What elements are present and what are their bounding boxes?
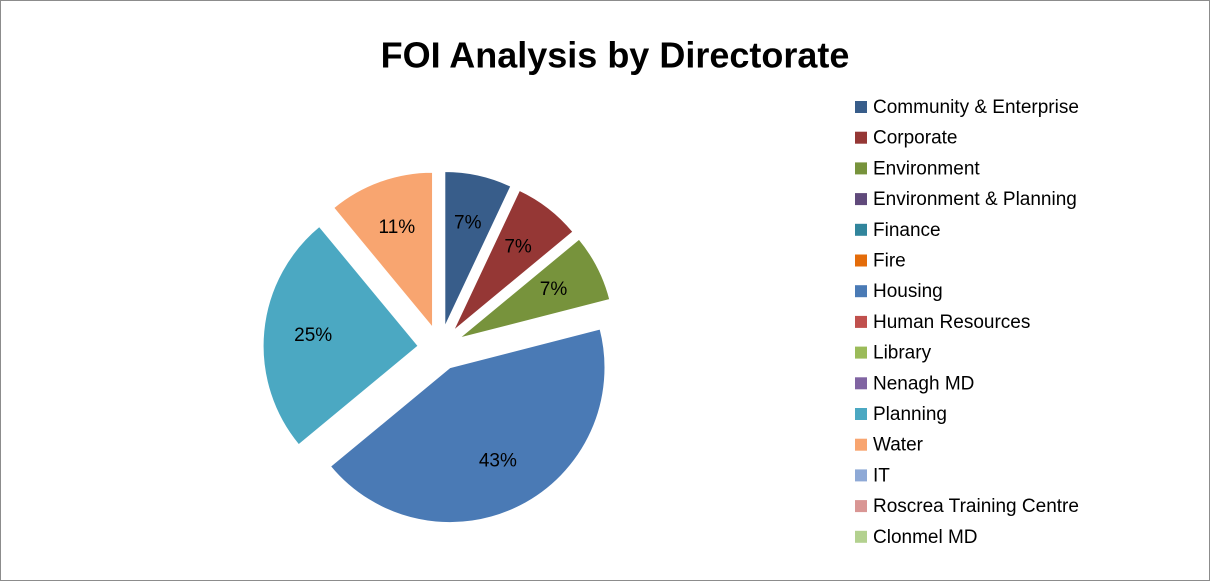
legend-label: Finance (873, 220, 941, 241)
legend-label: Water (873, 435, 924, 456)
data-label: 43% (479, 451, 517, 472)
legend-label: Community & Enterprise (873, 97, 1079, 118)
legend-label: Clonmel MD (873, 527, 978, 548)
legend-label: Fire (873, 251, 906, 272)
legend-label: Nenagh MD (873, 373, 974, 394)
legend-label: Human Resources (873, 312, 1030, 333)
legend-swatch (855, 101, 867, 113)
pie-slice (262, 225, 419, 446)
legend-label: Library (873, 343, 932, 364)
legend-swatch (855, 131, 867, 144)
data-label: 25% (294, 325, 332, 346)
legend-label: Environment & Planning (873, 189, 1077, 210)
pie-slice (444, 171, 512, 327)
data-label: 7% (454, 213, 482, 234)
data-label: 7% (504, 236, 532, 257)
legend-swatch (855, 223, 867, 236)
legend-label: IT (873, 465, 890, 486)
pie-slice (329, 328, 606, 524)
legend-label: Environment (873, 158, 980, 179)
pie-slice (333, 171, 434, 329)
legend-swatch (855, 193, 867, 206)
data-label: 7% (540, 279, 568, 300)
pie-slice (453, 189, 574, 332)
legend-label: Housing (873, 281, 943, 302)
data-label: 11% (379, 217, 416, 238)
legend-swatch (855, 254, 867, 267)
legend-swatch (855, 315, 867, 328)
legend-swatch (855, 346, 867, 359)
legend-swatch (855, 530, 867, 543)
legend-label: Planning (873, 404, 947, 425)
legend-label: Corporate (873, 128, 958, 149)
legend-swatch (855, 162, 867, 175)
legend-swatch (855, 377, 867, 390)
legend-swatch (855, 285, 867, 298)
legend-swatch (855, 438, 867, 451)
legend-swatch (855, 469, 867, 482)
legend-swatch (855, 408, 867, 420)
pie-slice (459, 238, 611, 339)
legend-swatch (855, 500, 867, 513)
legend-label: Roscrea Training Centre (873, 496, 1079, 517)
chart-title: FOI Analysis by Directorate (381, 35, 850, 76)
